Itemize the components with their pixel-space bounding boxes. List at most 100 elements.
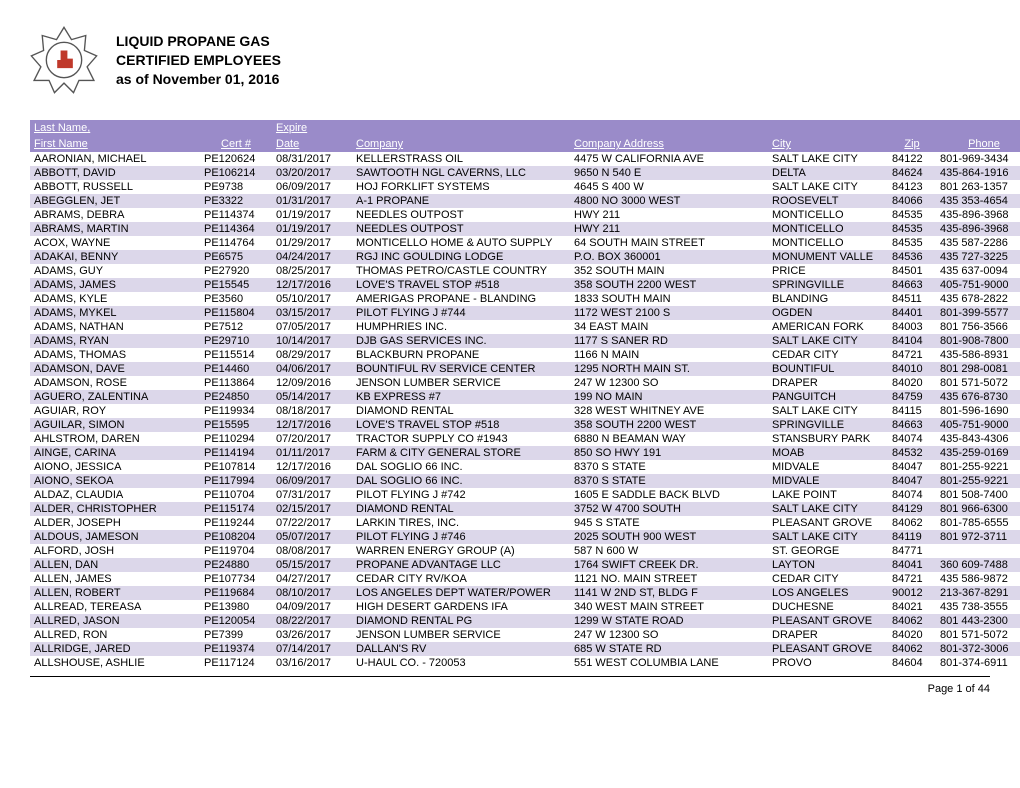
cell-ph: 435-896-3968 xyxy=(936,208,1020,222)
table-row: ABBOTT, RUSSELLPE973806/09/2017HOJ FORKL… xyxy=(30,180,1020,194)
cell-zip: 84066 xyxy=(888,194,936,208)
table-row: ABEGGLEN, JETPE332201/31/2017A-1 PROPANE… xyxy=(30,194,1020,208)
cell-co: PILOT FLYING J #744 xyxy=(352,306,570,320)
table-row: ADAMS, KYLEPE356005/10/2017AMERIGAS PROP… xyxy=(30,292,1020,306)
cell-city: SALT LAKE CITY xyxy=(768,404,888,418)
cell-name: ALFORD, JOSH xyxy=(30,544,200,558)
cell-ph: 405-751-9000 xyxy=(936,278,1020,292)
cell-name: ADAMSON, DAVE xyxy=(30,362,200,376)
cell-co: RGJ INC GOULDING LODGE xyxy=(352,250,570,264)
cell-cert: PE106214 xyxy=(200,166,272,180)
cell-date: 06/09/2017 xyxy=(272,474,352,488)
cell-co: BOUNTIFUL RV SERVICE CENTER xyxy=(352,362,570,376)
cell-name: ADAMS, RYAN xyxy=(30,334,200,348)
cell-date: 05/14/2017 xyxy=(272,390,352,404)
cell-city: CEDAR CITY xyxy=(768,348,888,362)
table-row: ADAMS, NATHANPE751207/05/2017HUMPHRIES I… xyxy=(30,320,1020,334)
cell-ph: 435-864-1916 xyxy=(936,166,1020,180)
cell-date: 04/24/2017 xyxy=(272,250,352,264)
table-row: AGUILAR, SIMONPE1559512/17/2016LOVE'S TR… xyxy=(30,418,1020,432)
cell-name: AIONO, JESSICA xyxy=(30,460,200,474)
cell-date: 12/17/2016 xyxy=(272,278,352,292)
col-name-header: Last Name, xyxy=(30,120,200,136)
cell-cert: PE27920 xyxy=(200,264,272,278)
col-cert-header: Cert # xyxy=(200,136,272,152)
cell-cert: PE120054 xyxy=(200,614,272,628)
cell-ph: 435-843-4306 xyxy=(936,432,1020,446)
cell-co: PROPANE ADVANTAGE LLC xyxy=(352,558,570,572)
cell-city: STANSBURY PARK xyxy=(768,432,888,446)
cell-cert: PE115514 xyxy=(200,348,272,362)
cell-date: 08/31/2017 xyxy=(272,152,352,166)
cell-co: KELLERSTRASS OIL xyxy=(352,152,570,166)
cell-date: 04/27/2017 xyxy=(272,572,352,586)
cell-date: 08/10/2017 xyxy=(272,586,352,600)
cell-zip: 84536 xyxy=(888,250,936,264)
cell-addr: 1605 E SADDLE BACK BLVD xyxy=(570,488,768,502)
cell-zip: 84062 xyxy=(888,614,936,628)
cell-addr: HWY 211 xyxy=(570,222,768,236)
cell-addr: 587 N 600 W xyxy=(570,544,768,558)
cell-date: 10/14/2017 xyxy=(272,334,352,348)
cell-city: DRAPER xyxy=(768,628,888,642)
cell-cert: PE114194 xyxy=(200,446,272,460)
cell-cert: PE119934 xyxy=(200,404,272,418)
table-row: ALDER, CHRISTOPHERPE11517402/15/2017DIAM… xyxy=(30,502,1020,516)
table-row: ADAMS, JAMESPE1554512/17/2016LOVE'S TRAV… xyxy=(30,278,1020,292)
cell-ph: 801 508-7400 xyxy=(936,488,1020,502)
cell-ph: 801-255-9221 xyxy=(936,474,1020,488)
footer-rule xyxy=(30,676,990,677)
cell-name: ABEGGLEN, JET xyxy=(30,194,200,208)
cell-name: AINGE, CARINA xyxy=(30,446,200,460)
cell-zip: 84721 xyxy=(888,348,936,362)
table-row: ADAMS, RYANPE2971010/14/2017DJB GAS SERV… xyxy=(30,334,1020,348)
cell-cert: PE117994 xyxy=(200,474,272,488)
cell-addr: 4645 S 400 W xyxy=(570,180,768,194)
cell-addr: P.O. BOX 360001 xyxy=(570,250,768,264)
cell-cert: PE120624 xyxy=(200,152,272,166)
title-line: CERTIFIED EMPLOYEES xyxy=(116,51,281,70)
cell-city: SALT LAKE CITY xyxy=(768,502,888,516)
cell-name: AIONO, SEKOA xyxy=(30,474,200,488)
cell-ph: 801 571-5072 xyxy=(936,376,1020,390)
cell-cert: PE113864 xyxy=(200,376,272,390)
cell-name: ABRAMS, DEBRA xyxy=(30,208,200,222)
cell-date: 07/22/2017 xyxy=(272,516,352,530)
cell-co: LOVE'S TRAVEL STOP #518 xyxy=(352,418,570,432)
cell-co: CEDAR CITY RV/KOA xyxy=(352,572,570,586)
cell-co: LOS ANGELES DEPT WATER/POWER xyxy=(352,586,570,600)
cell-name: ACOX, WAYNE xyxy=(30,236,200,250)
cell-city: LOS ANGELES xyxy=(768,586,888,600)
table-header-row-1: Last Name, Expire xyxy=(30,120,1020,136)
cell-co: HUMPHRIES INC. xyxy=(352,320,570,334)
cell-city: LAYTON xyxy=(768,558,888,572)
table-row: ADAMS, THOMASPE11551408/29/2017BLACKBURN… xyxy=(30,348,1020,362)
cell-co: DIAMOND RENTAL xyxy=(352,502,570,516)
table-row: ABBOTT, DAVIDPE10621403/20/2017SAWTOOTH … xyxy=(30,166,1020,180)
cell-cert: PE15545 xyxy=(200,278,272,292)
cell-city: SALT LAKE CITY xyxy=(768,334,888,348)
cell-zip: 84663 xyxy=(888,278,936,292)
cell-cert: PE9738 xyxy=(200,180,272,194)
cell-addr: 1833 SOUTH MAIN xyxy=(570,292,768,306)
table-row: ABRAMS, MARTINPE11436401/19/2017NEEDLES … xyxy=(30,222,1020,236)
cell-ph: 435-586-8931 xyxy=(936,348,1020,362)
cell-zip: 84771 xyxy=(888,544,936,558)
cell-name: ALDAZ, CLAUDIA xyxy=(30,488,200,502)
table-row: ALDER, JOSEPHPE11924407/22/2017LARKIN TI… xyxy=(30,516,1020,530)
cell-ph: 801 298-0081 xyxy=(936,362,1020,376)
cell-addr: 945 S STATE xyxy=(570,516,768,530)
cell-addr: 247 W 12300 SO xyxy=(570,628,768,642)
table-row: ADAMSON, DAVEPE1446004/06/2017BOUNTIFUL … xyxy=(30,362,1020,376)
cell-addr: 358 SOUTH 2200 WEST xyxy=(570,418,768,432)
cell-addr: 850 SO HWY 191 xyxy=(570,446,768,460)
cell-city: SPRINGVILLE xyxy=(768,418,888,432)
cell-cert: PE115174 xyxy=(200,502,272,516)
cell-city: DUCHESNE xyxy=(768,600,888,614)
cell-name: ALLRED, RON xyxy=(30,628,200,642)
cell-zip: 84062 xyxy=(888,516,936,530)
cell-zip: 84041 xyxy=(888,558,936,572)
cell-name: ADAMS, KYLE xyxy=(30,292,200,306)
table-row: AIONO, JESSICAPE10781412/17/2016DAL SOGL… xyxy=(30,460,1020,474)
cell-ph: 801-908-7800 xyxy=(936,334,1020,348)
